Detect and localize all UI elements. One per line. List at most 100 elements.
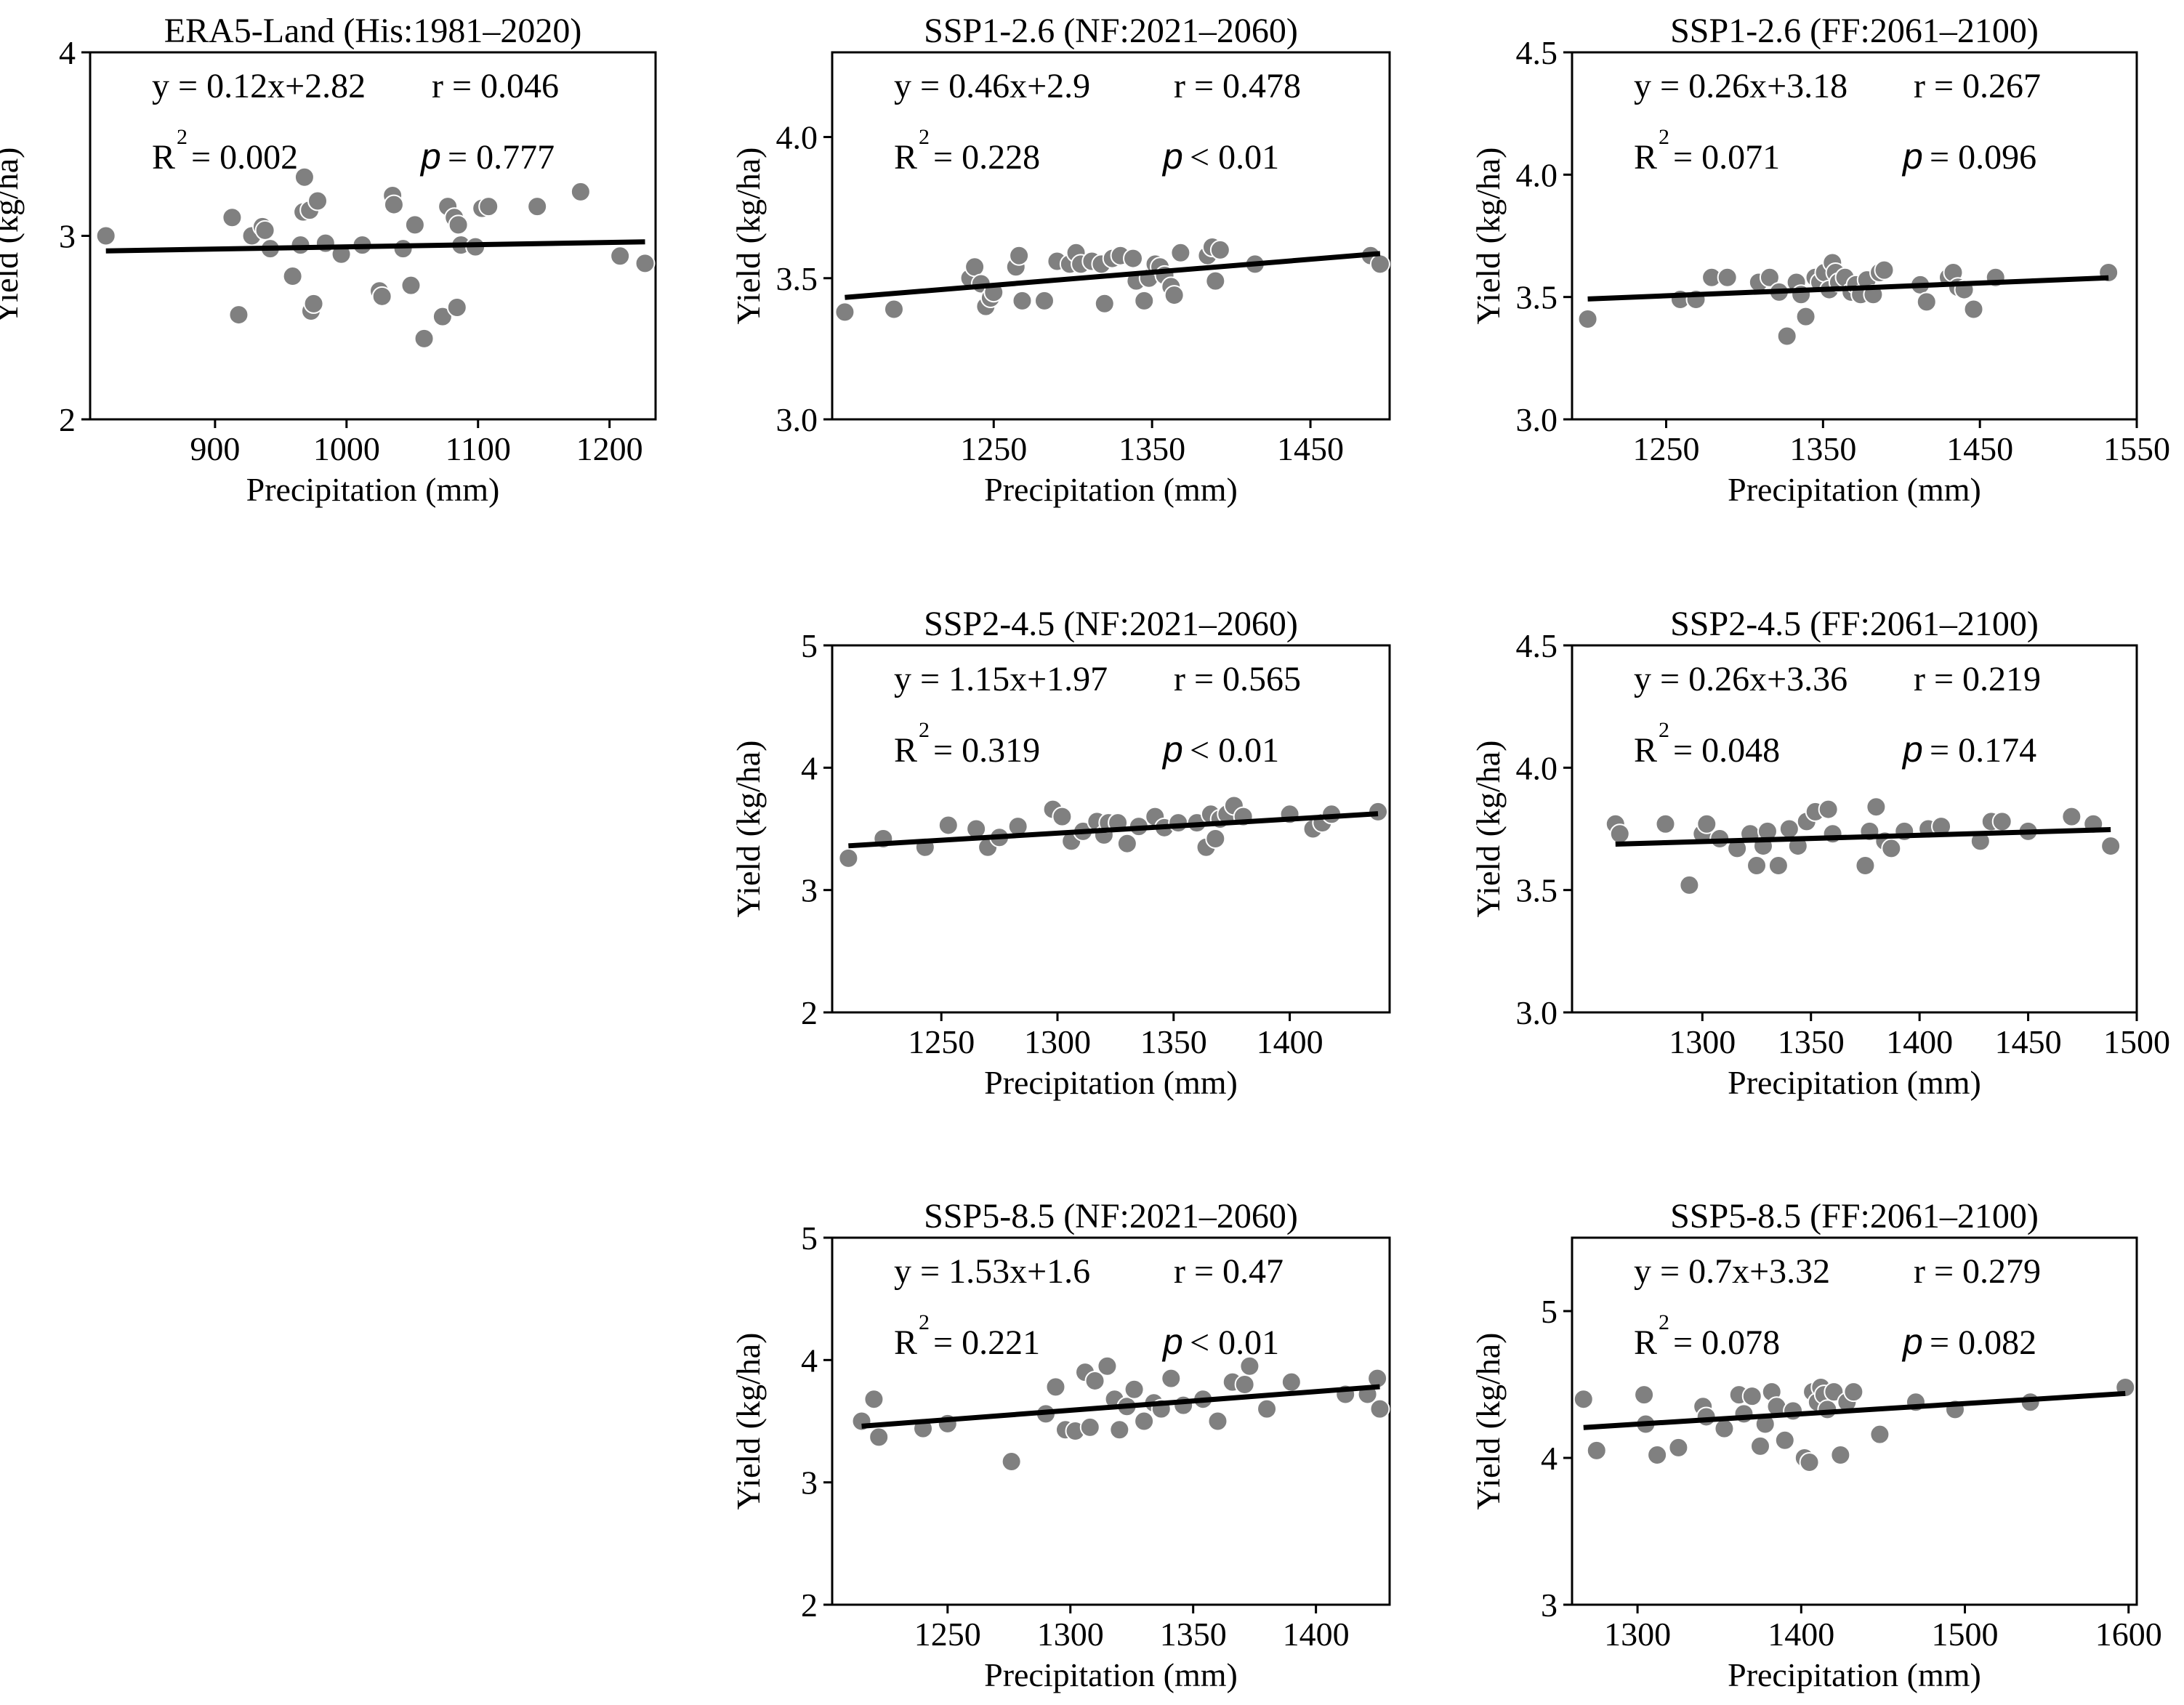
correlation-r: r = 0.565 xyxy=(1174,660,1301,698)
panel-title: SSP2-4.5 (FF:2061–2100) xyxy=(1670,605,2039,643)
axes-frame xyxy=(831,51,1391,421)
data-point xyxy=(634,253,656,274)
data-point xyxy=(1124,1379,1145,1400)
x-tick-label: 1300 xyxy=(1604,1616,1671,1653)
data-point xyxy=(1586,1440,1607,1461)
data-point xyxy=(1881,838,1902,859)
regression-line xyxy=(861,1384,1380,1429)
scatter-points xyxy=(1577,252,2119,347)
p-value: = 0.082 xyxy=(1930,1323,2036,1362)
data-point xyxy=(1134,290,1155,311)
data-point xyxy=(1750,1435,1770,1456)
data-point xyxy=(282,266,303,287)
data-point xyxy=(2100,836,2121,857)
p-value-label: p xyxy=(1901,1321,1923,1362)
y-tick-label: 4 xyxy=(59,34,76,71)
y-tick-label: 3 xyxy=(801,872,818,909)
data-point xyxy=(570,181,591,202)
x-tick-label: 1500 xyxy=(2103,1023,2170,1060)
x-tick-label: 1350 xyxy=(1778,1023,1845,1060)
data-point xyxy=(1170,242,1191,263)
r-squared-superscript: 2 xyxy=(919,1310,930,1334)
data-point xyxy=(1033,290,1055,311)
regression-equation: y = 0.12x+2.82 xyxy=(152,67,366,105)
regression-equation: y = 1.53x+1.6 xyxy=(894,1252,1090,1291)
data-point xyxy=(1963,299,1984,320)
data-point xyxy=(1097,1355,1118,1377)
data-point xyxy=(1239,1355,1260,1377)
data-point xyxy=(1205,270,1226,291)
y-tick-label: 3.0 xyxy=(1516,994,1558,1031)
x-tick-label: 1350 xyxy=(1160,1616,1227,1653)
y-axis-label: Yield (kg/ha) xyxy=(1470,148,1507,325)
r-squared-label: R xyxy=(1634,731,1657,770)
data-point xyxy=(2061,806,2082,827)
data-point xyxy=(938,815,959,836)
regression-equation: y = 1.15x+1.97 xyxy=(894,660,1108,698)
data-point xyxy=(964,257,986,278)
panel-title: ERA5-Land (His:1981–2020) xyxy=(164,12,582,50)
data-point xyxy=(1733,1403,1754,1424)
data-point xyxy=(254,219,275,241)
data-point xyxy=(1257,1398,1278,1419)
r-squared-superscript: 2 xyxy=(919,125,930,149)
r-squared-superscript: 2 xyxy=(1659,1310,1669,1334)
y-axis-label: Yield (kg/ha) xyxy=(1470,741,1507,918)
data-point xyxy=(1795,306,1816,327)
x-tick-label: 900 xyxy=(190,430,240,467)
r-squared-label: R xyxy=(1634,138,1657,177)
x-tick-label: 1250 xyxy=(908,1023,975,1060)
r-squared-value: = 0.048 xyxy=(1673,731,1780,770)
data-point xyxy=(1655,813,1676,834)
r-squared-label: R xyxy=(1634,1323,1657,1362)
p-value: < 0.01 xyxy=(1190,731,1279,770)
y-tick-label: 3 xyxy=(1541,1587,1558,1624)
r-squared-value: = 0.319 xyxy=(933,731,1040,770)
data-point xyxy=(1001,1451,1022,1472)
scatter-points xyxy=(851,1355,1390,1472)
regression-line xyxy=(1583,1390,2126,1430)
y-tick-label: 4 xyxy=(801,749,818,786)
data-point xyxy=(228,305,249,326)
data-point xyxy=(1577,308,1598,329)
data-point xyxy=(1741,1386,1762,1407)
data-point xyxy=(432,306,453,327)
data-point xyxy=(1161,1368,1182,1389)
r-squared-label: R xyxy=(152,138,175,177)
data-point xyxy=(414,328,435,349)
panel-ssp585_ff: SSP5-8.5 (FF:2061–2100) 1300 1400 1500 1600 3… xyxy=(1470,1197,2162,1693)
data-point xyxy=(1818,799,1839,820)
correlation-r: r = 0.279 xyxy=(1914,1252,2041,1291)
r-squared-superscript: 2 xyxy=(177,125,188,149)
x-axis-label: Precipitation (mm) xyxy=(1728,1656,1981,1693)
data-point xyxy=(1369,254,1390,275)
data-point xyxy=(1134,1411,1155,1432)
y-axis-label: Yield (kg/ha) xyxy=(730,741,767,918)
scatter-points xyxy=(95,166,656,349)
data-point xyxy=(1679,874,1700,895)
data-point xyxy=(1774,1430,1795,1451)
x-tick-label: 1400 xyxy=(1768,1616,1834,1653)
data-point xyxy=(1009,245,1030,266)
data-point xyxy=(1759,267,1780,288)
data-point xyxy=(383,194,404,215)
x-tick-label: 1550 xyxy=(2103,430,2170,467)
data-point xyxy=(1116,833,1137,854)
p-value: < 0.01 xyxy=(1190,1323,1279,1362)
x-tick-label: 1300 xyxy=(1024,1023,1091,1060)
p-value-label: p xyxy=(419,136,441,177)
data-point xyxy=(1109,1419,1130,1440)
x-tick-label: 1500 xyxy=(1932,1616,1999,1653)
panel-ssp126_nf: SSP1-2.6 (NF:2021–2060) 1250 1350 1450 3.0 3.… xyxy=(730,12,1391,508)
correlation-r: r = 0.267 xyxy=(1914,67,2041,105)
y-tick-label: 4 xyxy=(801,1342,818,1379)
r-squared-superscript: 2 xyxy=(919,718,930,742)
data-point xyxy=(1079,1416,1100,1438)
r-squared-superscript: 2 xyxy=(1659,718,1669,742)
x-axis-label: Precipitation (mm) xyxy=(1728,471,1981,508)
p-value-label: p xyxy=(1901,729,1923,770)
data-point xyxy=(446,297,467,318)
data-point xyxy=(1205,828,1226,849)
panel-title: SSP1-2.6 (FF:2061–2100) xyxy=(1670,12,2039,50)
axes-frame xyxy=(1571,1236,2138,1606)
